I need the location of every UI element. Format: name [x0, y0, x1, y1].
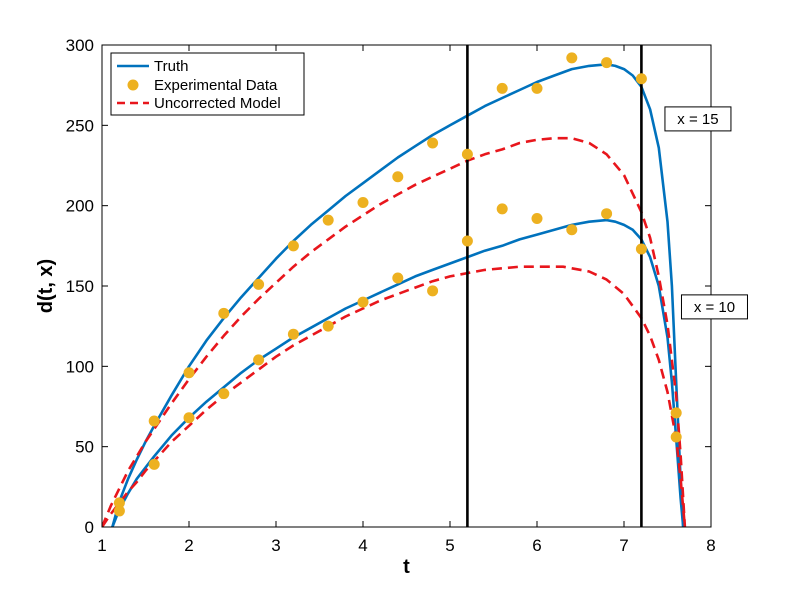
x-tick-label: 4 [358, 536, 367, 555]
experimental-data-point [461, 235, 473, 247]
y-axis-label: d(t, x) [35, 259, 57, 313]
experimental-data-point [253, 278, 265, 290]
uncorrected-model-line-x-15 [102, 136, 687, 527]
experimental-data-point [113, 505, 125, 517]
annotations: x = 15 x = 10 [664, 106, 748, 320]
experimental-data-point [218, 307, 230, 319]
experimental-data-point [287, 328, 299, 340]
legend-data-swatch [127, 79, 139, 91]
experimental-data-point [635, 73, 647, 85]
x-tick-label: 7 [619, 536, 628, 555]
experimental-data-point [427, 137, 439, 149]
experimental-data-point [253, 354, 265, 366]
experimental-data-point [670, 407, 682, 419]
annotation-box: x = 10 [680, 294, 748, 320]
experimental-data-point [113, 497, 125, 509]
legend-model-label: Uncorrected Model [154, 95, 281, 112]
experimental-data-point [461, 148, 473, 160]
experimental-data-point [601, 208, 613, 220]
experimental-data-point [670, 431, 682, 443]
y-tick-label: 0 [85, 518, 94, 537]
experimental-data-point [148, 415, 160, 427]
experimental-data-point [322, 320, 334, 332]
experimental-data-point [531, 82, 543, 94]
experimental-data-point [496, 82, 508, 94]
x-tick-label: 3 [271, 536, 280, 555]
y-tick-label: 250 [66, 116, 94, 135]
experimental-data-point [531, 213, 543, 225]
y-tick-label: 150 [66, 277, 94, 296]
axes [101, 44, 712, 528]
experimental-data-point [566, 224, 578, 236]
experimental-data-point [148, 458, 160, 470]
experimental-data-point [357, 196, 369, 208]
experimental-data-point [601, 57, 613, 69]
experimental-data-point [392, 272, 404, 284]
x-tick-label: 2 [184, 536, 193, 555]
y-tick-label: 300 [66, 36, 94, 55]
x-tick-label: 6 [532, 536, 541, 555]
annotation-frame [664, 106, 732, 132]
tick-labels: 1 2 3 4 5 6 7 8 0 50 100 150 200 250 300 [66, 36, 716, 555]
uncorrected-model-line-x-10 [102, 265, 687, 527]
experimental-data-point [287, 240, 299, 252]
experimental-data-point [183, 412, 195, 424]
experimental-data-point [566, 52, 578, 64]
experimental-data-point [357, 296, 369, 308]
annotation-box: x = 15 [664, 106, 732, 132]
annotation-label: x = 10 [694, 299, 735, 316]
y-tick-label: 100 [66, 357, 94, 376]
x-axis-label: t [403, 556, 410, 578]
legend-box [110, 52, 305, 116]
x-tick-label: 1 [97, 536, 106, 555]
x-tick-label: 5 [445, 536, 454, 555]
experimental-data-point [218, 388, 230, 400]
legend-data-label: Experimental Data [154, 77, 278, 94]
annotation-label: x = 15 [677, 111, 718, 128]
experimental-data-point [427, 285, 439, 297]
experimental-data-point [322, 214, 334, 226]
legend-truth-label: Truth [154, 58, 188, 75]
x-tick-label: 8 [706, 536, 715, 555]
plot-area [102, 45, 687, 527]
experimental-data-point [183, 367, 195, 379]
experimental-data-point [496, 203, 508, 215]
experimental-data-point [392, 171, 404, 183]
y-tick-label: 200 [66, 197, 94, 216]
y-tick-label: 50 [75, 438, 94, 457]
annotation-frame [680, 294, 748, 320]
experimental-data-point [635, 243, 647, 255]
